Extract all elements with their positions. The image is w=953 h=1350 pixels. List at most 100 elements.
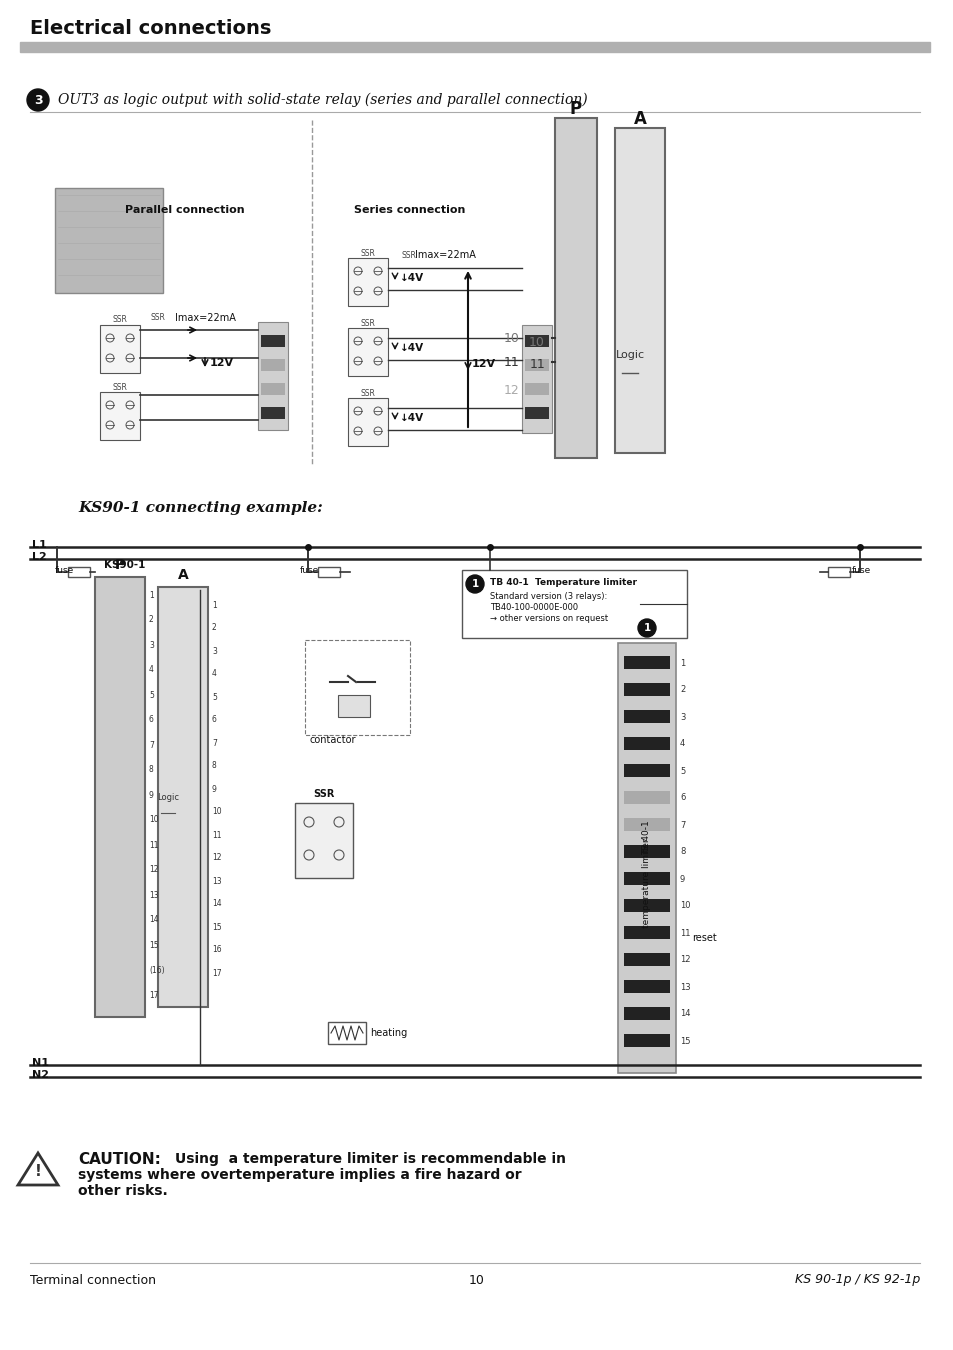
Text: 15: 15 [679,1037,690,1045]
Bar [619,404,659,414]
Bar [623,980,669,994]
Text: L1: L1 [32,540,47,549]
Bar [161,805,174,823]
Text: 11: 11 [503,355,519,369]
Bar [619,308,659,319]
Text: 1: 1 [642,622,650,633]
Text: 8: 8 [679,848,684,856]
Text: 10: 10 [149,815,158,825]
Bar [524,335,548,347]
Bar [623,845,669,859]
Text: contactor: contactor [310,734,356,745]
Bar [615,128,664,454]
Bar [100,764,140,776]
Bar [100,788,140,801]
Text: !: ! [34,1164,41,1179]
Text: 10: 10 [529,336,544,348]
Text: (16): (16) [149,965,165,975]
Bar [559,315,592,325]
Text: SSR: SSR [401,251,416,259]
Bar [163,830,203,840]
Text: 2: 2 [679,686,684,694]
Bar [163,876,203,886]
Bar [261,359,285,371]
Bar [55,188,163,293]
Text: 6: 6 [679,794,684,802]
Text: 2: 2 [212,624,216,633]
Text: 7: 7 [149,741,153,749]
Text: 2: 2 [149,616,153,625]
Text: 9: 9 [149,791,153,799]
Text: KS90-1: KS90-1 [104,560,146,570]
Bar [559,244,592,256]
Text: SSR: SSR [360,319,375,328]
Text: P: P [114,558,125,572]
Bar [163,647,203,656]
Bar [827,567,849,576]
Text: fuse: fuse [299,566,319,575]
Text: 8: 8 [212,761,216,771]
Bar [623,656,669,670]
Bar [100,325,140,373]
Bar [348,328,388,377]
Bar [163,853,203,863]
Bar [619,236,659,247]
Bar [559,360,592,371]
Text: 11: 11 [529,359,544,371]
Bar [100,392,140,440]
Bar [619,163,659,176]
Bar [524,406,548,418]
Bar [559,269,592,279]
Text: ↓4V: ↓4V [399,413,424,423]
Text: 7: 7 [212,738,216,748]
Circle shape [638,620,656,637]
Text: 13: 13 [149,891,158,899]
Text: 9: 9 [212,784,216,794]
Bar [623,953,669,967]
Text: ↓4V: ↓4V [399,343,424,352]
Bar [623,710,669,724]
Text: ↓4V: ↓4V [399,273,424,284]
Text: Logic: Logic [615,350,644,360]
Bar [559,221,592,234]
Bar [100,614,140,626]
Bar [623,791,669,805]
Text: 3: 3 [33,93,42,107]
Text: 11: 11 [212,830,221,840]
Bar [100,589,140,601]
Bar [623,818,669,832]
Bar [559,153,592,163]
Bar [619,188,659,198]
Text: 6: 6 [212,716,216,725]
Bar [348,398,388,446]
Text: 14: 14 [149,915,158,925]
Text: 12: 12 [149,865,158,875]
Bar [163,622,203,633]
Text: N1: N1 [32,1058,49,1068]
Bar [619,379,659,391]
Text: OUT3 as logic output with solid-state relay (series and parallel connection): OUT3 as logic output with solid-state re… [58,93,587,107]
Bar [257,323,288,431]
Bar [95,576,145,1017]
Bar [559,130,592,140]
Bar [337,695,370,717]
Text: 11: 11 [149,841,158,849]
Bar [100,890,140,900]
Bar [623,899,669,913]
Text: 12: 12 [503,383,519,397]
Bar [163,784,203,794]
Text: reset: reset [691,933,716,944]
Bar [294,803,353,878]
Text: → other versions on request: → other versions on request [490,614,607,622]
Bar [559,198,592,211]
Text: TB 40-1  Temperature limiter: TB 40-1 Temperature limiter [490,578,637,587]
Text: SSR: SSR [112,382,128,391]
Bar [305,640,410,734]
Bar [100,940,140,950]
Bar [100,639,140,651]
Bar [461,570,686,639]
Bar [623,872,669,886]
Bar [619,356,659,367]
Text: 10: 10 [503,332,519,344]
Bar [524,359,548,371]
